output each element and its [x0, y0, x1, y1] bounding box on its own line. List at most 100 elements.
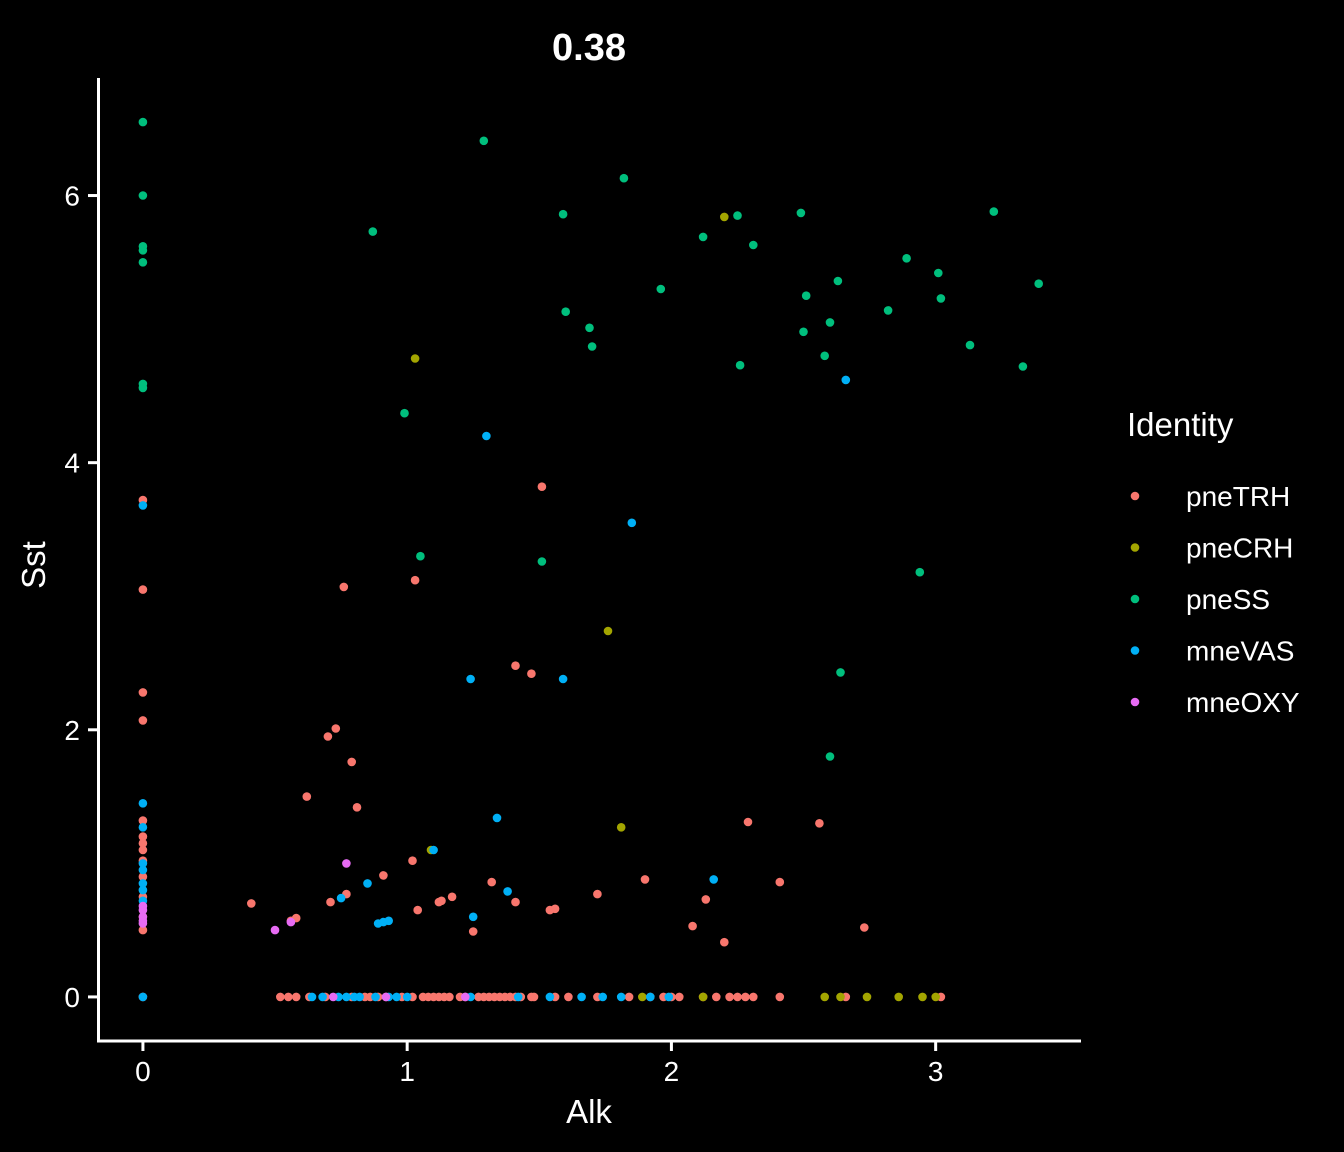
point-pneTRH-89: [712, 992, 721, 1002]
point-pneTRH-27: [410, 575, 420, 585]
point-mneVAS-37: [577, 992, 586, 1002]
point-pneTRH-31: [447, 892, 457, 902]
point-mneVAS-3: [138, 859, 148, 868]
point-pneTRH-23: [347, 757, 357, 767]
point-mneVAS-0: [138, 501, 148, 510]
point-pneTRH-50: [284, 992, 293, 1002]
point-mneVAS-13: [384, 916, 394, 926]
legend-label-mneVAS: mneVAS: [1186, 636, 1294, 667]
legend-label-pneSS: pneSS: [1186, 584, 1270, 615]
point-pneSS-24: [801, 291, 811, 301]
point-pneTRH-81: [564, 992, 573, 1002]
point-pneCRH-8: [836, 992, 845, 1002]
points-layer: [138, 117, 1043, 1002]
point-pneSS-19: [733, 211, 742, 220]
point-pneTRH-79: [529, 992, 539, 1002]
y-tick-label: 0: [64, 982, 80, 1013]
point-pneCRH-3: [616, 823, 626, 832]
point-pneSS-10: [479, 136, 489, 146]
point-mneVAS-8: [138, 992, 148, 1002]
x-tick-label: 3: [928, 1056, 944, 1087]
point-mneVAS-4: [138, 865, 148, 875]
point-pneSS-17: [656, 284, 666, 294]
point-pneTRH-28: [413, 905, 423, 915]
point-pneCRH-11: [918, 992, 927, 1002]
point-mneVAS-39: [616, 992, 626, 1002]
point-pneSS-28: [833, 276, 843, 286]
point-pneSS-1: [138, 191, 148, 200]
point-mneVAS-10: [363, 879, 372, 888]
point-mneVAS-33: [402, 992, 412, 1002]
legend-swatch-pneSS: [1130, 594, 1140, 604]
point-pneTRH-39: [550, 904, 560, 914]
point-pneSS-31: [902, 253, 911, 263]
point-mneVAS-24: [307, 992, 317, 1002]
point-mneVAS-5: [138, 879, 148, 888]
point-pneCRH-2: [603, 626, 613, 636]
point-pneTRH-5: [138, 832, 148, 841]
point-mneVAS-23: [841, 375, 851, 385]
point-pneTRH-44: [720, 937, 729, 947]
point-pneSS-38: [1034, 279, 1043, 289]
point-pneTRH-17: [302, 792, 312, 801]
point-pneTRH-4: [138, 816, 148, 825]
y-tick-label: 2: [64, 715, 80, 746]
point-pneSS-14: [585, 323, 594, 333]
point-pneTRH-87: [675, 992, 684, 1002]
point-pneTRH-40: [593, 889, 602, 899]
point-mneVAS-20: [558, 674, 568, 684]
point-pneTRH-12: [138, 925, 148, 935]
y-ticks: 0 2 4 6: [64, 181, 98, 1013]
point-mneVAS-22: [709, 875, 718, 884]
point-pneCRH-7: [820, 992, 829, 1002]
point-pneSS-15: [587, 342, 597, 351]
point-mneVAS-27: [342, 992, 351, 1002]
point-pneTRH-93: [749, 992, 758, 1002]
point-mneVAS-32: [392, 992, 401, 1002]
point-pneTRH-90: [725, 992, 734, 1002]
point-mneVAS-35: [513, 992, 523, 1002]
point-pneTRH-25: [379, 871, 388, 880]
point-pneSS-27: [825, 752, 835, 761]
point-mneOXY-7: [342, 859, 351, 868]
point-mneVAS-18: [492, 813, 502, 823]
point-mneOXY-6: [286, 917, 296, 927]
point-mneVAS-9: [336, 893, 346, 903]
point-pneTRH-26: [408, 856, 417, 865]
point-mneVAS-16: [468, 912, 478, 922]
legend-label-pneTRH: pneTRH: [1186, 481, 1290, 512]
point-pneTRH-41: [640, 875, 650, 884]
point-pneTRH-42: [688, 921, 697, 931]
x-axis-label: Alk: [566, 1093, 612, 1130]
point-pneSS-23: [799, 327, 808, 337]
point-pneTRH-30: [437, 896, 446, 906]
point-mneOXY-10: [461, 992, 470, 1002]
point-pneSS-13: [561, 307, 570, 317]
point-pneTRH-32: [468, 927, 478, 936]
point-pneTRH-48: [860, 923, 869, 932]
legend-label-mneOXY: mneOXY: [1186, 687, 1300, 718]
point-mneVAS-29: [355, 992, 364, 1002]
point-pneSS-7: [368, 227, 378, 236]
x-tick-label: 0: [135, 1056, 151, 1087]
point-pneTRH-92: [741, 992, 750, 1002]
x-ticks: 0 1 2 3: [135, 1041, 943, 1087]
point-mneVAS-30: [371, 992, 380, 1002]
point-mneVAS-15: [466, 674, 475, 684]
point-pneSS-22: [796, 208, 806, 218]
point-pneSS-36: [989, 207, 999, 216]
point-pneCRH-12: [931, 992, 940, 1002]
point-pneTRH-21: [339, 582, 349, 592]
point-pneSS-32: [915, 567, 925, 577]
legend-swatch-mneOXY: [1130, 697, 1140, 707]
point-pneSS-8: [400, 408, 409, 418]
point-pneTRH-37: [537, 482, 547, 492]
point-pneTRH-46: [775, 877, 785, 887]
point-pneTRH-9: [138, 872, 148, 881]
point-pneSS-16: [619, 173, 629, 183]
point-mneOXY-8: [328, 992, 338, 1002]
point-mneVAS-1: [138, 799, 148, 808]
legend-title: Identity: [1127, 406, 1234, 443]
